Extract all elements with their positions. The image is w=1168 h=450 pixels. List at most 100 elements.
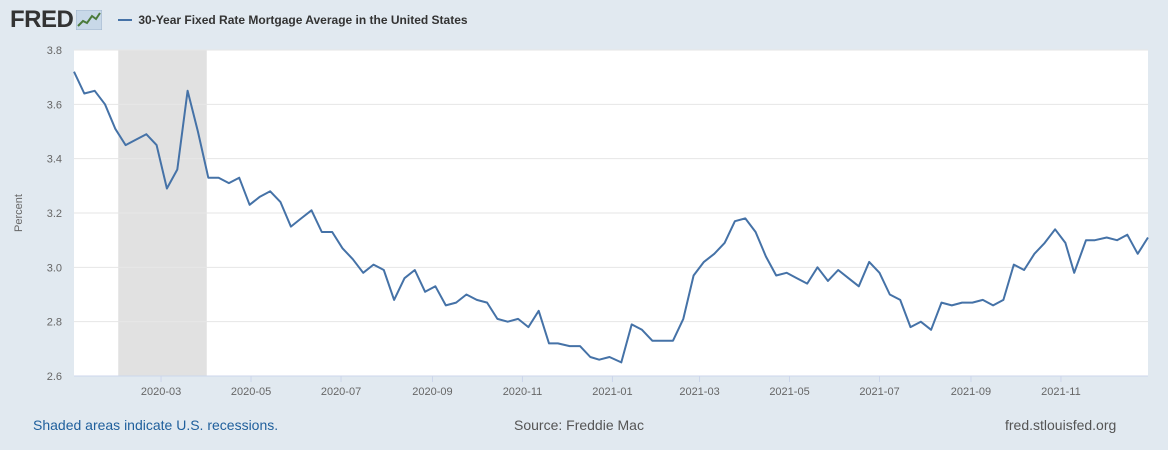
data-point[interactable]	[360, 270, 366, 276]
data-point[interactable]	[908, 324, 914, 330]
data-point[interactable]	[753, 229, 759, 235]
data-point[interactable]	[897, 297, 903, 303]
data-point[interactable]	[474, 297, 480, 303]
fred-site-link[interactable]: fred.stlouisfed.org	[1005, 417, 1117, 433]
data-point[interactable]	[1135, 251, 1141, 257]
data-point[interactable]	[298, 215, 304, 221]
data-point[interactable]	[463, 292, 469, 298]
data-point[interactable]	[453, 300, 459, 306]
data-point[interactable]	[1104, 235, 1110, 241]
data-point[interactable]	[939, 300, 945, 306]
data-point[interactable]	[1124, 232, 1130, 238]
data-point[interactable]	[877, 270, 883, 276]
data-point[interactable]	[123, 142, 129, 148]
data-point[interactable]	[381, 267, 387, 273]
recession-note-link[interactable]: Shaded areas indicate U.S. recessions.	[33, 417, 279, 433]
data-point[interactable]	[525, 324, 531, 330]
data-point[interactable]	[412, 267, 418, 273]
data-point[interactable]	[216, 175, 222, 181]
data-point[interactable]	[887, 292, 893, 298]
data-point[interactable]	[278, 199, 284, 205]
data-point[interactable]	[371, 262, 377, 268]
data-point[interactable]	[164, 186, 170, 192]
data-point[interactable]	[340, 245, 346, 251]
data-point[interactable]	[815, 264, 821, 270]
data-point[interactable]	[226, 180, 232, 186]
data-point[interactable]	[660, 338, 666, 344]
legend[interactable]: 30-Year Fixed Rate Mortgage Average in t…	[118, 13, 468, 27]
data-point[interactable]	[432, 283, 438, 289]
data-point[interactable]	[607, 354, 613, 360]
data-point[interactable]	[1000, 297, 1006, 303]
data-point[interactable]	[71, 69, 77, 75]
data-point[interactable]	[267, 188, 273, 194]
data-point[interactable]	[649, 338, 655, 344]
data-point[interactable]	[567, 343, 573, 349]
data-point[interactable]	[1071, 270, 1077, 276]
data-point[interactable]	[804, 281, 810, 287]
data-point[interactable]	[1052, 226, 1058, 232]
data-point[interactable]	[691, 273, 697, 279]
data-point[interactable]	[92, 88, 98, 94]
data-point[interactable]	[174, 167, 180, 173]
data-point[interactable]	[773, 273, 779, 279]
data-point[interactable]	[1021, 267, 1027, 273]
data-point[interactable]	[391, 297, 397, 303]
data-point[interactable]	[577, 343, 583, 349]
data-point[interactable]	[484, 300, 490, 306]
data-point[interactable]	[81, 91, 87, 97]
data-point[interactable]	[596, 357, 602, 363]
data-point[interactable]	[711, 251, 717, 257]
data-point[interactable]	[195, 129, 201, 135]
data-point[interactable]	[257, 194, 263, 200]
data-point[interactable]	[732, 218, 738, 224]
data-point[interactable]	[536, 308, 542, 314]
data-point[interactable]	[1042, 240, 1048, 246]
data-point[interactable]	[1062, 240, 1068, 246]
data-point[interactable]	[629, 321, 635, 327]
data-point[interactable]	[309, 207, 315, 213]
data-point[interactable]	[959, 300, 965, 306]
data-point[interactable]	[185, 88, 191, 94]
data-point[interactable]	[515, 316, 521, 322]
data-point[interactable]	[422, 289, 428, 295]
data-point[interactable]	[1145, 235, 1151, 241]
data-point[interactable]	[329, 229, 335, 235]
data-point[interactable]	[701, 259, 707, 265]
data-point[interactable]	[618, 359, 624, 365]
fred-logo[interactable]: FRED	[10, 6, 103, 34]
data-point[interactable]	[722, 240, 728, 246]
data-point[interactable]	[1031, 251, 1037, 257]
data-point[interactable]	[1011, 262, 1017, 268]
data-point[interactable]	[112, 126, 118, 132]
data-point[interactable]	[784, 270, 790, 276]
data-point[interactable]	[866, 259, 872, 265]
data-point[interactable]	[494, 316, 500, 322]
data-point[interactable]	[990, 302, 996, 308]
data-point[interactable]	[980, 297, 986, 303]
data-point[interactable]	[928, 327, 934, 333]
data-point[interactable]	[143, 131, 149, 137]
data-point[interactable]	[319, 229, 325, 235]
data-point[interactable]	[918, 319, 924, 325]
data-point[interactable]	[102, 101, 108, 107]
data-point[interactable]	[949, 302, 955, 308]
data-point[interactable]	[670, 338, 676, 344]
data-point[interactable]	[133, 137, 139, 143]
data-point[interactable]	[742, 215, 748, 221]
data-point[interactable]	[680, 316, 686, 322]
data-point[interactable]	[443, 302, 449, 308]
data-point[interactable]	[546, 340, 552, 346]
data-point[interactable]	[846, 275, 852, 281]
data-point[interactable]	[402, 275, 408, 281]
data-point[interactable]	[247, 202, 253, 208]
data-point[interactable]	[505, 319, 511, 325]
data-point[interactable]	[1083, 237, 1089, 243]
data-point[interactable]	[350, 256, 356, 262]
data-point[interactable]	[794, 275, 800, 281]
data-point[interactable]	[205, 175, 211, 181]
data-point[interactable]	[825, 278, 831, 284]
data-point[interactable]	[587, 354, 593, 360]
data-point[interactable]	[969, 300, 975, 306]
data-point[interactable]	[856, 283, 862, 289]
